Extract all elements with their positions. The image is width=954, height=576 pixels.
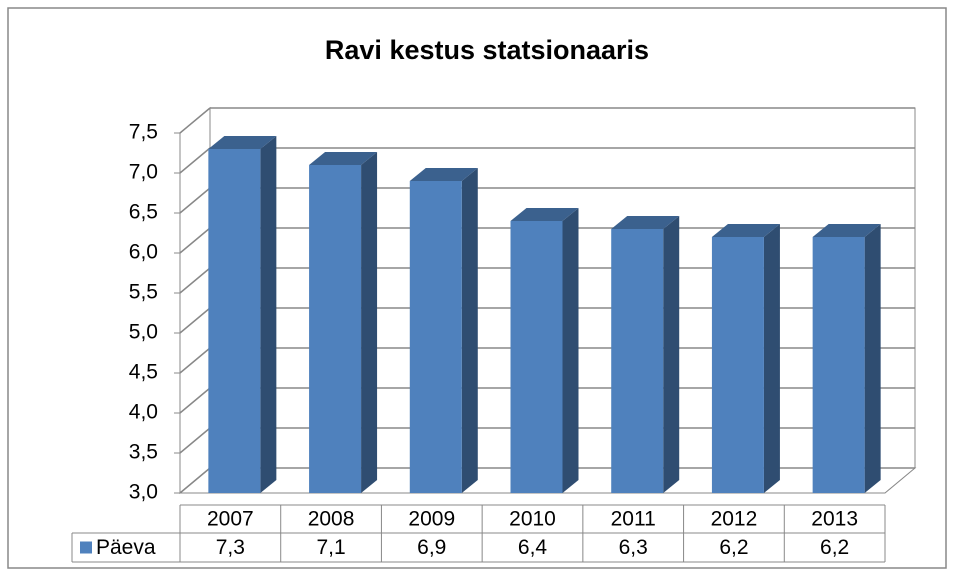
x-tick-label: 2012 xyxy=(711,508,758,531)
grid-line-side xyxy=(179,387,211,414)
y-tick-label: 3,0 xyxy=(129,481,158,504)
x-tick-label: 2010 xyxy=(509,508,556,531)
y-tick-label: 6,5 xyxy=(129,201,158,224)
bar-side xyxy=(663,216,680,493)
grid-line-side xyxy=(179,107,211,134)
grid-line-side xyxy=(179,267,211,294)
data-label: 7,1 xyxy=(316,536,345,559)
bar-side xyxy=(864,224,881,493)
data-label: 7,3 xyxy=(216,536,245,559)
data-label: 6,4 xyxy=(518,536,548,559)
y-tick-label: 7,0 xyxy=(129,161,158,184)
bar-side xyxy=(763,224,780,493)
y-tick-label: 5,5 xyxy=(129,281,158,304)
grid-line-side xyxy=(179,187,211,214)
bar xyxy=(208,149,261,493)
bar-top xyxy=(208,136,277,149)
bar xyxy=(309,165,362,493)
grid-line-side xyxy=(179,307,211,334)
bar xyxy=(711,237,764,493)
grid-line-side xyxy=(179,467,211,494)
chart-title: Ravi kestus statsionaaris xyxy=(325,35,649,65)
y-tick-label: 3,5 xyxy=(129,441,158,464)
x-tick-label: 2011 xyxy=(611,508,656,531)
bar xyxy=(611,229,664,493)
bar-side xyxy=(562,208,579,493)
bar-side xyxy=(461,168,478,493)
y-tick-label: 4,5 xyxy=(129,361,158,384)
grid-line-side xyxy=(179,147,211,174)
bar-side xyxy=(361,152,378,493)
y-tick-label: 6,0 xyxy=(129,241,158,264)
grid-line-side xyxy=(179,227,211,254)
data-label: 6,2 xyxy=(719,536,748,559)
legend-label: Päeva xyxy=(96,536,156,559)
grid-line-side xyxy=(179,347,211,374)
data-label: 6,3 xyxy=(619,536,648,559)
bar xyxy=(409,181,462,493)
y-tick-label: 4,0 xyxy=(129,401,158,424)
data-label: 6,9 xyxy=(417,536,446,559)
y-tick-label: 7,5 xyxy=(129,121,158,144)
bar-top xyxy=(510,208,579,221)
x-tick-label: 2009 xyxy=(408,508,455,531)
x-tick-label: 2013 xyxy=(811,508,858,531)
data-label: 6,2 xyxy=(820,536,849,559)
grid-line-side xyxy=(179,427,211,454)
bar-top xyxy=(409,168,478,181)
x-tick-label: 2007 xyxy=(207,508,254,531)
bar xyxy=(812,237,865,493)
bar-top xyxy=(611,216,680,229)
bar-side xyxy=(260,136,277,493)
x-tick-label: 2008 xyxy=(308,508,355,531)
bar xyxy=(510,221,563,493)
bar-top xyxy=(711,224,780,237)
bar-top xyxy=(812,224,881,237)
legend-key xyxy=(80,541,92,554)
bar-top xyxy=(309,152,378,165)
y-tick-label: 5,0 xyxy=(129,321,158,344)
